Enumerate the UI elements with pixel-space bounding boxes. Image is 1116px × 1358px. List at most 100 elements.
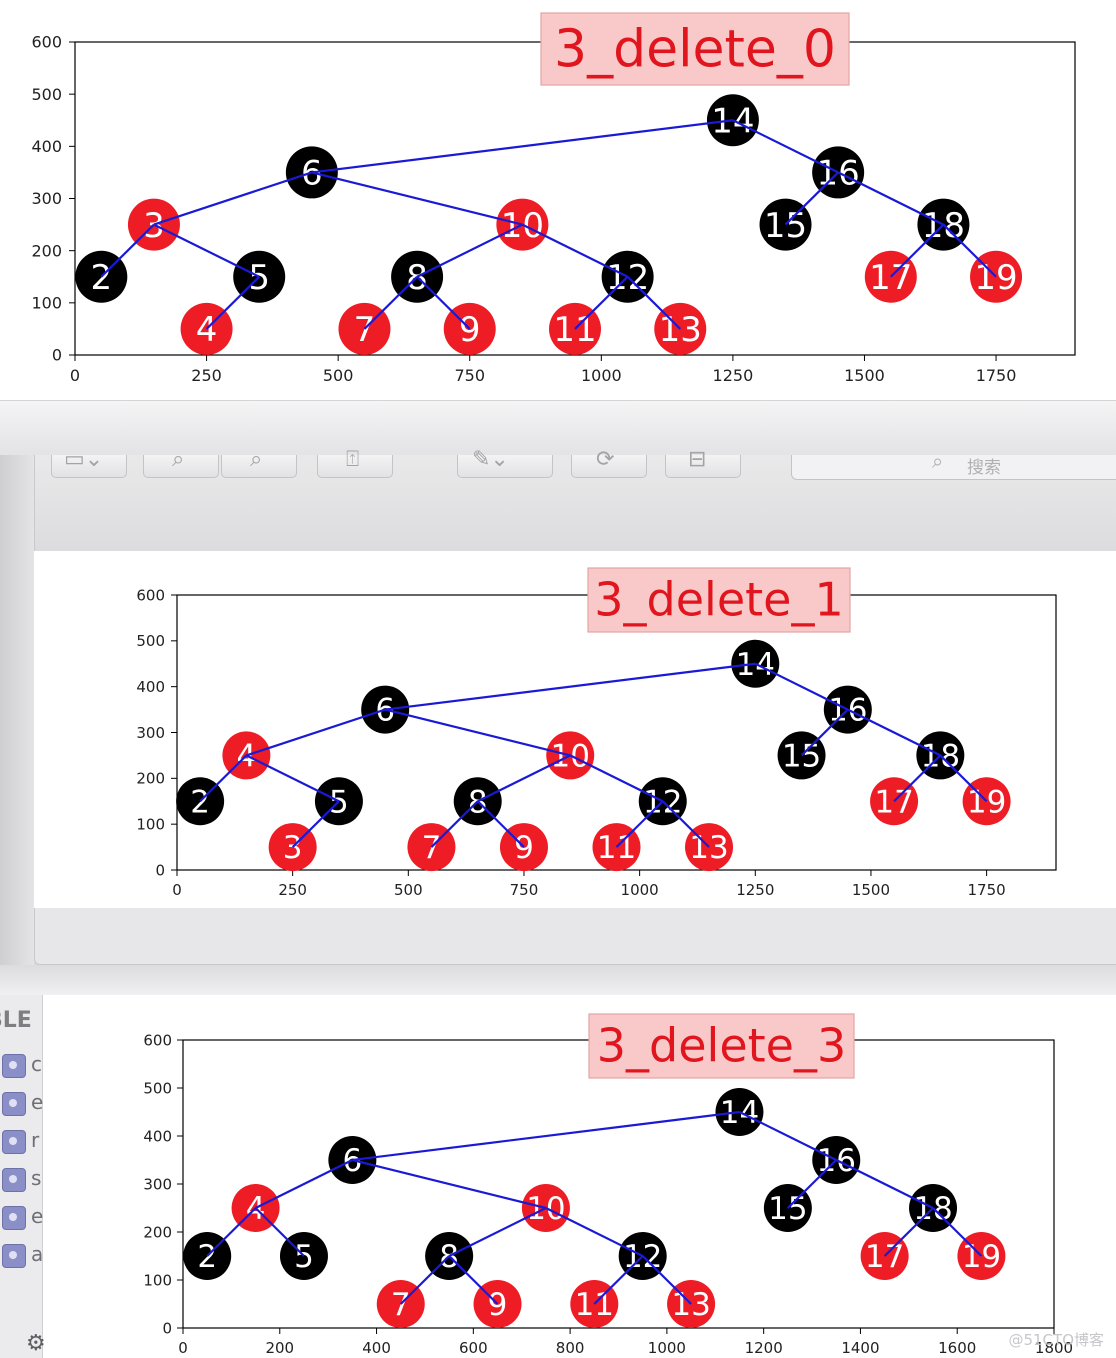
sidebar-item-label[interactable]: e bbox=[31, 1204, 44, 1228]
tree-edge-3-5 bbox=[153, 223, 260, 278]
y-tick-label: 100 bbox=[31, 293, 62, 312]
tree-node-label: 19 bbox=[967, 784, 1006, 820]
x-tick-label: 1800 bbox=[1035, 1339, 1073, 1357]
sidebar-item-label[interactable]: s bbox=[31, 1166, 42, 1190]
sidebar-item-icon[interactable] bbox=[2, 1206, 26, 1230]
chart-title-box bbox=[540, 12, 850, 86]
tree-node-label: 2 bbox=[197, 1239, 217, 1275]
sidebar-item-label[interactable]: a bbox=[31, 1242, 44, 1266]
tree-edge-4-2 bbox=[199, 754, 248, 803]
tree-node-label: 2 bbox=[190, 784, 210, 820]
tree-edge-12-11 bbox=[593, 1255, 644, 1305]
tree-edge-6-10 bbox=[352, 1158, 547, 1210]
toolbox-button[interactable]: ⊟ bbox=[665, 447, 741, 478]
x-tick-label: 750 bbox=[454, 366, 485, 385]
tree-edge-14-6 bbox=[352, 1110, 740, 1162]
y-tick-label: 400 bbox=[143, 1127, 172, 1145]
x-tick-label: 0 bbox=[70, 366, 80, 385]
tree-edge-12-11 bbox=[615, 800, 664, 848]
tree-edge-18-17 bbox=[883, 1207, 934, 1257]
x-tick-label: 1250 bbox=[713, 366, 754, 385]
search-field[interactable]: 搜索 ⌕ bbox=[791, 449, 1116, 480]
viewer-window-toolbar: ▭⌄ ⌕ ⌕ ⍐ ✎⌄ ⟳ ⊟ 搜索 ⌕ bbox=[34, 447, 1116, 551]
tree-edge-6-10 bbox=[384, 708, 571, 757]
sidebar-heading: BLE bbox=[0, 1008, 32, 1033]
window-bottom-bar bbox=[34, 908, 1116, 965]
tree-edge-18-19 bbox=[932, 1207, 983, 1257]
tree-node-label: 11 bbox=[575, 1287, 614, 1323]
x-tick-label: 1400 bbox=[841, 1339, 879, 1357]
background-window-edge bbox=[0, 455, 34, 995]
sidebar-item-label[interactable]: e bbox=[31, 1090, 44, 1114]
search-placeholder: 搜索 bbox=[967, 458, 1001, 478]
sidebar-item-icon[interactable] bbox=[2, 1092, 26, 1116]
sidebar-item-icon[interactable] bbox=[2, 1168, 26, 1192]
y-tick-label: 200 bbox=[143, 1223, 172, 1241]
gear-icon[interactable]: ⚙ bbox=[26, 1331, 46, 1356]
y-tick-label: 100 bbox=[136, 815, 165, 833]
x-tick-label: 1750 bbox=[976, 366, 1017, 385]
x-tick-label: 250 bbox=[278, 881, 307, 899]
rotate-icon: ⟳ bbox=[596, 447, 615, 472]
gap-strip-1 bbox=[0, 400, 1116, 456]
zoom-in-button[interactable]: ⌕ bbox=[221, 447, 297, 478]
tree-node-label: 15 bbox=[768, 1191, 807, 1227]
tree-node-label: 7 bbox=[354, 310, 376, 350]
y-tick-label: 500 bbox=[143, 1079, 172, 1097]
sidebar-item-icon[interactable] bbox=[2, 1054, 26, 1078]
tree-node-label: 19 bbox=[962, 1239, 1001, 1275]
chart-title: 3_delete_3 bbox=[597, 1018, 846, 1072]
rotate-button[interactable]: ⟳ bbox=[571, 447, 647, 478]
tree-node-label: 17 bbox=[865, 1239, 904, 1275]
y-tick-label: 300 bbox=[31, 189, 62, 208]
tree-edge-14-16 bbox=[738, 1111, 837, 1161]
x-tick-label: 600 bbox=[459, 1339, 488, 1357]
sidebar-item-icon[interactable] bbox=[2, 1130, 26, 1154]
chart-panel-1 bbox=[34, 551, 1116, 908]
sidebar-item-icon[interactable] bbox=[2, 1244, 26, 1268]
tree-edge-18-17 bbox=[893, 754, 942, 803]
tree-edge-16-18 bbox=[837, 171, 944, 226]
x-tick-label: 250 bbox=[191, 366, 222, 385]
search-icon: ⌕ bbox=[932, 449, 944, 473]
sidebar-toggle-button[interactable]: ▭⌄ bbox=[51, 447, 127, 478]
node-layer: 146 164 10 15 182 5 8 12 17 197 9 11 13 bbox=[183, 1088, 1006, 1328]
x-tick-label: 1250 bbox=[736, 881, 774, 899]
x-tick-label: 750 bbox=[510, 881, 539, 899]
markup-button[interactable]: ✎⌄ bbox=[457, 447, 553, 478]
tree-node-label: 9 bbox=[459, 310, 481, 350]
tree-edge-10-8 bbox=[477, 754, 571, 803]
tree-edge-18-17 bbox=[890, 223, 945, 278]
tree-edge-10-12 bbox=[521, 223, 629, 278]
x-tick-label: 1500 bbox=[852, 881, 890, 899]
tree-edge-5-4 bbox=[205, 275, 260, 330]
zoom-out-button[interactable]: ⌕ bbox=[143, 447, 219, 478]
tree-node-label: 3 bbox=[283, 830, 303, 866]
tree-edge-14-16 bbox=[754, 662, 849, 711]
tree-node-label: 17 bbox=[869, 258, 912, 298]
tree-edge-12-13 bbox=[641, 1255, 692, 1305]
pen-icon: ✎⌄ bbox=[472, 447, 509, 472]
y-tick-label: 300 bbox=[143, 1175, 172, 1193]
tree-node-label: 2 bbox=[90, 258, 112, 298]
tree-edge-8-7 bbox=[363, 275, 418, 330]
sidebar-item-label[interactable]: r bbox=[31, 1128, 40, 1152]
chart-title-box bbox=[587, 567, 851, 633]
y-tick-label: 0 bbox=[155, 861, 165, 879]
share-button[interactable]: ⍐ bbox=[317, 447, 393, 478]
share-icon: ⍐ bbox=[346, 447, 360, 472]
tree-edge-12-11 bbox=[574, 275, 629, 330]
zoom-in-icon: ⌕ bbox=[250, 447, 263, 472]
y-tick-label: 600 bbox=[136, 586, 165, 604]
x-tick-label: 1600 bbox=[938, 1339, 976, 1357]
tree-edge-16-15 bbox=[787, 1159, 838, 1209]
sidebar-item-label[interactable]: c bbox=[31, 1052, 42, 1076]
x-tick-label: 800 bbox=[556, 1339, 585, 1357]
sidebar-icon: ▭⌄ bbox=[64, 447, 104, 472]
tree-node-label: 15 bbox=[764, 206, 807, 246]
tree-edge-14-6 bbox=[311, 119, 734, 174]
x-tick-label: 1200 bbox=[745, 1339, 783, 1357]
tree-edge-8-9 bbox=[416, 275, 471, 330]
tree-edge-16-18 bbox=[847, 708, 941, 757]
tree-edge-18-19 bbox=[942, 223, 997, 278]
